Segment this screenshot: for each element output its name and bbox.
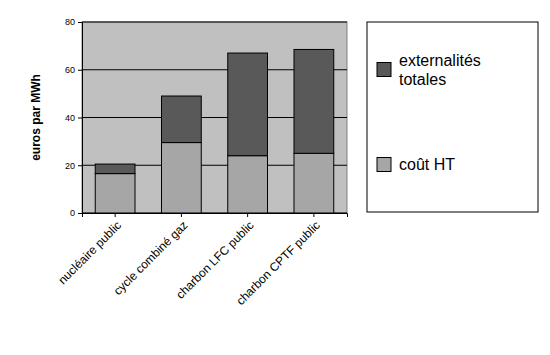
tick-mark bbox=[247, 213, 248, 217]
tick-label: 60 bbox=[65, 65, 75, 75]
plot-area bbox=[82, 22, 347, 213]
tick: 60 bbox=[65, 65, 82, 75]
y-axis-title: euros par MWh bbox=[29, 74, 43, 161]
bar bbox=[162, 96, 202, 143]
legend-label: coût HT bbox=[399, 156, 455, 173]
grid bbox=[82, 22, 347, 213]
bars bbox=[95, 49, 334, 213]
tick: charbon CPTF public bbox=[233, 213, 323, 308]
tick-mark bbox=[78, 22, 82, 23]
tick-mark bbox=[78, 165, 82, 166]
tick-label: 0 bbox=[70, 208, 75, 218]
legend-swatch bbox=[377, 158, 391, 172]
tick-mark bbox=[181, 213, 182, 217]
bar bbox=[294, 153, 334, 213]
bar bbox=[294, 49, 334, 153]
tick: nucléaire public bbox=[55, 213, 124, 287]
chart: 0 20 40 60 80 nucléaire publiccycle combiné g… bbox=[0, 0, 550, 355]
tick-label: charbon CPTF public bbox=[233, 218, 323, 308]
bar bbox=[228, 53, 268, 156]
tick-mark bbox=[115, 213, 116, 217]
tick-mark bbox=[78, 118, 82, 119]
grid-line bbox=[82, 22, 347, 23]
tick-label: 80 bbox=[65, 17, 75, 27]
y-axis: 0 20 40 60 80 bbox=[65, 17, 83, 218]
tick: 0 bbox=[70, 208, 82, 218]
tick: 20 bbox=[65, 161, 82, 171]
tick-label: nucléaire public bbox=[55, 218, 124, 287]
bar bbox=[95, 174, 135, 213]
tick: 40 bbox=[65, 113, 82, 123]
legend-swatch bbox=[377, 63, 391, 77]
tick-mark bbox=[78, 70, 82, 71]
legend: externalitéstotales coût HT bbox=[367, 22, 538, 212]
bar bbox=[228, 156, 268, 213]
legend-box bbox=[367, 22, 538, 212]
tick-mark bbox=[313, 213, 314, 217]
tick-mark bbox=[78, 213, 82, 214]
axis-line bbox=[78, 23, 83, 214]
tick-label: 40 bbox=[65, 113, 75, 123]
bar bbox=[95, 164, 135, 174]
tick: 80 bbox=[65, 17, 82, 27]
bar bbox=[162, 143, 202, 213]
tick-label: 20 bbox=[65, 161, 75, 171]
axis-line bbox=[83, 214, 348, 218]
x-axis: nucléaire publiccycle combiné gazcharbon… bbox=[55, 213, 347, 308]
legend-label: externalitéstotales bbox=[399, 52, 481, 88]
